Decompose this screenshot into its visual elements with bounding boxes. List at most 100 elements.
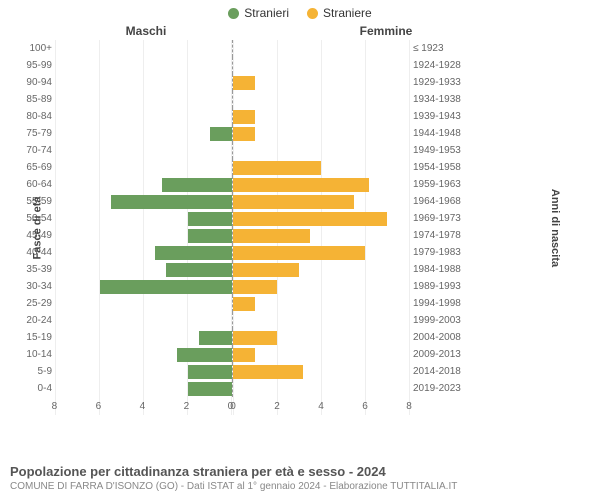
bar-female: [233, 297, 255, 311]
age-label: 15-19: [0, 332, 56, 343]
year-label: 2004-2008: [409, 332, 469, 343]
age-label: 60-64: [0, 179, 56, 190]
chart-row: 75-79 1944-1948: [0, 125, 600, 142]
bar-male: [199, 331, 232, 345]
chart-row: 20-241999-2003: [0, 312, 600, 329]
chart-row: 60-641959-1963: [0, 176, 600, 193]
year-label: 1974-1978: [409, 230, 469, 241]
bar-female: [233, 178, 369, 192]
chart-row: 35-391984-1988: [0, 261, 600, 278]
year-label: ≤ 1923: [409, 43, 469, 54]
legend-label-female: Straniere: [323, 6, 372, 20]
footer-title: Popolazione per cittadinanza straniera p…: [10, 464, 590, 479]
bar-male: [100, 280, 232, 294]
chart-rows: 100+ ≤ 1923 95-99 1924-1928 90-94 1929-1933 85…: [0, 40, 600, 397]
year-label: 1944-1948: [409, 128, 469, 139]
year-label: 1969-1973: [409, 213, 469, 224]
bar-female: [233, 365, 303, 379]
year-label: 1989-1993: [409, 281, 469, 292]
swatch-female: [307, 8, 318, 19]
x-tick: 6: [96, 401, 102, 412]
chart-row: 40-44 1979-1983: [0, 244, 600, 261]
bar-female: [233, 229, 310, 243]
age-label: 95-99: [0, 60, 56, 71]
x-tick: 8: [406, 401, 412, 412]
bar-female: [233, 110, 255, 124]
bar-male: [111, 195, 232, 209]
age-label: 0-4: [0, 383, 56, 394]
year-label: 1999-2003: [409, 315, 469, 326]
x-axis-right: 02468: [233, 401, 409, 415]
x-tick: 6: [362, 401, 368, 412]
header-male: Maschi: [0, 24, 232, 38]
chart-row: 5-92014-2018: [0, 363, 600, 380]
chart-row: 25-291994-1998: [0, 295, 600, 312]
chart-row: 80-84 1939-1943: [0, 108, 600, 125]
bar-female: [233, 76, 255, 90]
age-label: 55-59: [0, 196, 56, 207]
column-headers: Maschi Femmine: [0, 24, 600, 38]
chart-row: 30-34 1989-1993: [0, 278, 600, 295]
age-label: 25-29: [0, 298, 56, 309]
year-label: 1979-1983: [409, 247, 469, 258]
bar-female: [233, 348, 255, 362]
x-tick: 8: [52, 401, 58, 412]
age-label: 5-9: [0, 366, 56, 377]
age-label: 10-14: [0, 349, 56, 360]
bar-male: [155, 246, 232, 260]
age-label: 90-94: [0, 77, 56, 88]
year-label: 1934-1938: [409, 94, 469, 105]
age-label: 75-79: [0, 128, 56, 139]
chart-row: 50-54 1969-1973: [0, 210, 600, 227]
legend-label-male: Stranieri: [244, 6, 289, 20]
chart-row: 55-59 1964-1968: [0, 193, 600, 210]
chart-row: 70-74 1949-1953: [0, 142, 600, 159]
age-label: 80-84: [0, 111, 56, 122]
bar-female: [233, 280, 277, 294]
bar-male: [177, 348, 232, 362]
bar-male: [188, 212, 232, 226]
legend-item-male: Stranieri: [228, 6, 289, 20]
legend: Stranieri Straniere: [0, 0, 600, 20]
bar-male: [210, 127, 232, 141]
year-label: 2009-2013: [409, 349, 469, 360]
x-axis-left: 02468: [56, 401, 232, 415]
year-label: 1929-1933: [409, 77, 469, 88]
bar-male: [166, 263, 232, 277]
bar-female: [233, 195, 354, 209]
age-label: 85-89: [0, 94, 56, 105]
bar-male: [188, 365, 232, 379]
chart-row: 85-89 1934-1938: [0, 91, 600, 108]
legend-item-female: Straniere: [307, 6, 372, 20]
age-label: 30-34: [0, 281, 56, 292]
bar-male: [188, 382, 232, 396]
chart-row: 65-691954-1958: [0, 159, 600, 176]
year-label: 2019-2023: [409, 383, 469, 394]
year-label: 1984-1988: [409, 264, 469, 275]
x-tick: 2: [184, 401, 190, 412]
age-label: 100+: [0, 43, 56, 54]
x-tick: 2: [274, 401, 280, 412]
age-label: 70-74: [0, 145, 56, 156]
bar-female: [233, 161, 321, 175]
x-tick: 4: [318, 401, 324, 412]
header-female: Femmine: [232, 24, 600, 38]
bar-male: [162, 178, 232, 192]
chart-row: 45-49 1974-1978: [0, 227, 600, 244]
bar-male: [188, 229, 232, 243]
year-label: 1964-1968: [409, 196, 469, 207]
age-label: 50-54: [0, 213, 56, 224]
age-label: 45-49: [0, 230, 56, 241]
chart-footer: Popolazione per cittadinanza straniera p…: [10, 464, 590, 492]
age-label: 40-44: [0, 247, 56, 258]
year-label: 1939-1943: [409, 111, 469, 122]
chart-row: 95-99 1924-1928: [0, 57, 600, 74]
bar-female: [233, 212, 387, 226]
x-tick: 4: [140, 401, 146, 412]
year-label: 1949-1953: [409, 145, 469, 156]
yaxis-left-title: Fasce di età: [31, 196, 43, 259]
year-label: 1924-1928: [409, 60, 469, 71]
chart-row: 10-14 2009-2013: [0, 346, 600, 363]
chart-row: 15-19 2004-2008: [0, 329, 600, 346]
age-label: 65-69: [0, 162, 56, 173]
